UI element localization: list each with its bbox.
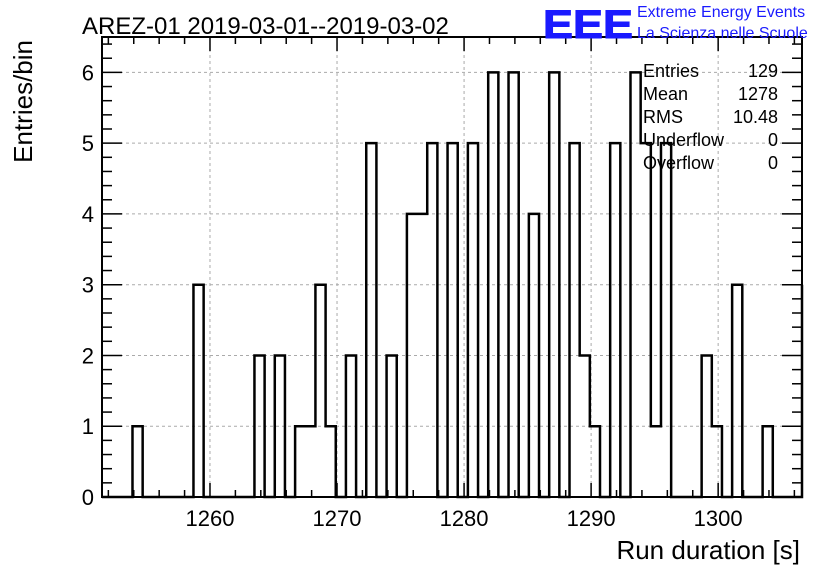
histogram-bin (366, 143, 376, 497)
y-tick-label: 6 (82, 60, 94, 85)
y-tick-label: 0 (82, 485, 94, 510)
stats-value: 129 (748, 61, 778, 81)
histogram-bin (661, 143, 671, 497)
y-tick-label: 5 (82, 131, 94, 156)
chart-title: AREZ-01 2019-03-01--2019-03-02 (82, 13, 449, 40)
histogram-bin (641, 143, 651, 497)
stats-label: Underflow (643, 130, 725, 150)
plot-frame (101, 36, 803, 498)
y-tick-label: 3 (82, 273, 94, 298)
logo-mark: EEE (543, 3, 633, 47)
histogram-bin (132, 426, 142, 497)
histogram-bin (448, 143, 458, 497)
histogram-bin (427, 143, 437, 497)
x-tick-label: 1290 (567, 506, 616, 531)
x-tick-label: 1300 (694, 506, 743, 531)
grid (102, 37, 802, 498)
stats-value: 0 (768, 153, 778, 173)
stats-label: RMS (643, 107, 683, 127)
histogram-bin (305, 426, 315, 497)
y-tick-label: 2 (82, 343, 94, 368)
x-axis-title: Run duration [s] (616, 535, 800, 565)
stats-value: 0 (768, 130, 778, 150)
y-axis-title: Entries/bin (8, 40, 38, 163)
stats-value: 10.48 (733, 107, 778, 127)
stats-label: Mean (643, 84, 688, 104)
histogram-bin (610, 143, 620, 497)
stats-box: Entries 129 Mean 1278 RMS 10.48 Underflow 0 Over… (643, 61, 778, 173)
y-tick-label: 1 (82, 414, 94, 439)
stats-label: Overflow (643, 153, 715, 173)
y-axis-ticks: 0 1 2 3 4 5 6 (82, 43, 802, 510)
histogram-bin (193, 285, 203, 497)
histogram-bin (468, 143, 478, 497)
logo-line1: Extreme Energy Events (637, 4, 805, 21)
histogram-bin (326, 426, 336, 497)
histogram-bin (712, 426, 722, 497)
x-tick-label: 1260 (186, 506, 235, 531)
x-axis-ticks: 1260 1270 1280 1290 1300 (107, 37, 796, 531)
histogram-bin (732, 285, 742, 497)
y-tick-label: 4 (82, 202, 94, 227)
histogram-bin (295, 426, 305, 497)
eee-logo: EEE Extreme Energy Events La Scienza nel… (543, 3, 808, 48)
histogram-bin (315, 285, 325, 497)
histogram-bin (651, 426, 661, 497)
logo-line2: La Scienza nelle Scuole (637, 25, 808, 42)
histogram-bin (570, 143, 580, 497)
stats-label: Entries (643, 61, 699, 81)
stats-value: 1278 (738, 84, 778, 104)
x-tick-label: 1270 (313, 506, 362, 531)
x-tick-label: 1280 (440, 506, 489, 531)
histogram-bin (763, 426, 773, 497)
